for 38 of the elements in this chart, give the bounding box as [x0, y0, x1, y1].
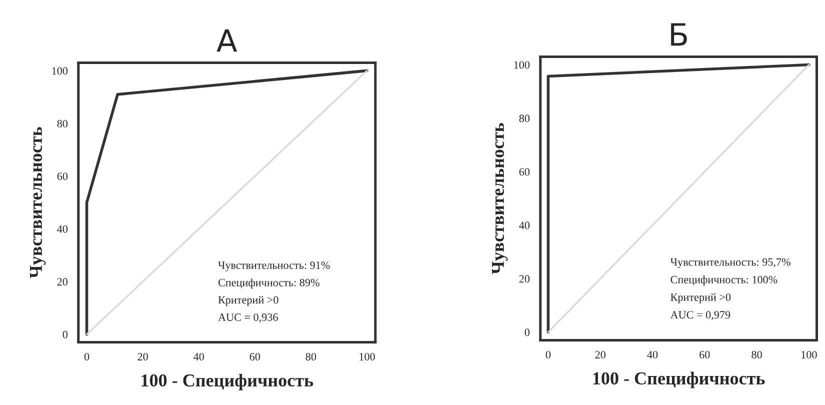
annotation: Критерий >0 — [670, 293, 731, 304]
x-tick-label: 100 — [802, 350, 817, 358]
annotation: Критерий >0 — [218, 296, 278, 306]
x-tick-label: 20 — [138, 352, 148, 360]
x-axis-title: 100 - Специфичность — [593, 372, 765, 388]
y-tick-label: 20 — [57, 278, 68, 286]
x-tick-label: 0 — [84, 352, 90, 360]
x-tick-label: 80 — [306, 352, 316, 360]
annotation: AUC = 0,936 — [218, 313, 278, 323]
y-tick-label: 80 — [519, 114, 530, 122]
x-axis-title: 100 - Специфичность — [142, 374, 314, 390]
chart-title: А — [216, 29, 238, 52]
y-tick-label: 60 — [57, 172, 68, 180]
annotation: Чувствительность: 95,7% — [670, 258, 790, 268]
y-tick-label: 100 — [514, 61, 530, 69]
y-axis-title: Чувствительность — [30, 127, 46, 278]
y-tick-label: 20 — [519, 275, 530, 283]
annotation: Специфичность: 100% — [670, 276, 778, 286]
y-tick-label: 40 — [57, 225, 68, 233]
x-tick-label: 40 — [194, 352, 204, 360]
y-tick-label: 80 — [57, 120, 68, 128]
y-tick-label: 40 — [519, 222, 530, 230]
annotation: Специфичность: 89% — [218, 278, 320, 289]
x-tick-label: 60 — [250, 352, 260, 360]
x-tick-label: 40 — [647, 350, 658, 358]
y-tick-label: 0 — [524, 328, 530, 336]
x-tick-label: 60 — [700, 350, 710, 358]
chart-title: Б — [671, 23, 687, 46]
y-axis-title: Чувствительность — [492, 123, 508, 274]
y-tick-label: 60 — [519, 168, 530, 176]
x-tick-label: 100 — [360, 352, 375, 360]
x-tick-label: 20 — [595, 350, 606, 358]
annotation: Чувствительность: 91% — [218, 261, 330, 272]
annotation: AUC = 0,979 — [670, 311, 730, 320]
x-tick-label: 0 — [546, 350, 551, 358]
y-tick-label: 100 — [52, 67, 68, 75]
x-tick-label: 80 — [752, 350, 762, 358]
y-tick-label: 0 — [62, 330, 68, 338]
